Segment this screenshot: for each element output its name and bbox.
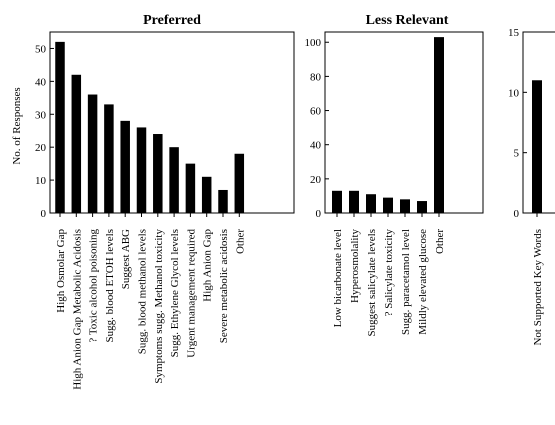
bar-group bbox=[332, 37, 444, 213]
x-category-label: Other bbox=[434, 229, 446, 254]
y-tick-label: 60 bbox=[310, 106, 322, 118]
bar bbox=[136, 127, 147, 213]
y-tick-label: 5 bbox=[514, 148, 520, 160]
y-tick-label: 20 bbox=[310, 174, 322, 186]
bar-group bbox=[532, 80, 542, 214]
bar bbox=[218, 189, 228, 213]
y-tick-label: 10 bbox=[35, 175, 47, 187]
x-category-label: ? Salicylate toxicity bbox=[383, 229, 395, 317]
bar bbox=[417, 201, 427, 213]
x-axis-categories: Low bicarbonate level Hyperosmolality Sugg… bbox=[332, 213, 446, 337]
y-tick-label: 0 bbox=[514, 208, 520, 220]
x-category-label: Suggest salicylate levels bbox=[366, 229, 378, 337]
y-tick-label: 100 bbox=[305, 37, 322, 49]
y-tick-label: 50 bbox=[35, 43, 47, 55]
y-tick-label: 40 bbox=[310, 140, 322, 152]
bar bbox=[532, 80, 542, 214]
bar bbox=[434, 37, 444, 213]
x-category-label: Severe metabolic acidosis bbox=[218, 229, 230, 343]
y-tick-label: 0 bbox=[316, 208, 322, 220]
bar bbox=[349, 190, 359, 213]
bar bbox=[185, 163, 196, 213]
bar bbox=[153, 134, 163, 213]
bar bbox=[71, 74, 82, 213]
x-category-label: Sugg. paracetamol level bbox=[400, 229, 412, 335]
y-tick-label: 40 bbox=[35, 76, 47, 88]
x-axis-categories: High Osmolar Gap High Anion Gap Metabolic… bbox=[55, 213, 246, 390]
y-tick-label: 15 bbox=[508, 27, 520, 39]
x-category-label: Mildly elevated glucose bbox=[417, 229, 429, 335]
bar bbox=[383, 197, 393, 213]
x-category-label: High Osmolar Gap bbox=[55, 229, 67, 313]
x-category-label: High Anion Gap Metabolic Acidosis bbox=[71, 229, 83, 390]
chart-panel-preferred: Preferred No. of Responses 0 10 20 30 40 50 H… bbox=[11, 13, 295, 390]
y-axis: 0 10 20 30 40 50 bbox=[35, 43, 54, 220]
bar-group bbox=[55, 41, 245, 213]
x-category-label: Urgent management required bbox=[185, 229, 197, 358]
bar bbox=[400, 199, 410, 213]
y-axis-label: No. of Responses bbox=[11, 87, 23, 164]
chart-panel-less-relevant: Less Relevant 0 20 40 60 80 100 Low bicarbona… bbox=[305, 13, 484, 337]
chart-title: Preferred bbox=[143, 13, 201, 28]
x-category-label: Low bicarbonate level bbox=[332, 229, 344, 327]
x-category-label: Sugg. blood ETOH levels bbox=[104, 229, 116, 342]
bar bbox=[120, 120, 130, 213]
bar bbox=[87, 94, 98, 213]
x-category-label: High Anion Gap bbox=[202, 229, 214, 302]
y-tick-label: 20 bbox=[35, 142, 47, 154]
plot-frame bbox=[522, 31, 555, 214]
chart-title: Less Relevant bbox=[366, 13, 449, 28]
bar bbox=[234, 153, 245, 213]
y-tick-label: 10 bbox=[508, 87, 520, 99]
plot-frame bbox=[324, 31, 484, 214]
bar bbox=[55, 41, 65, 213]
x-category-label: Other bbox=[234, 229, 246, 254]
x-category-label: Suggest ABG bbox=[120, 229, 132, 289]
chart-panel-not-supported: 0 5 10 15 Not Supported Key Words bbox=[508, 27, 555, 346]
bar bbox=[366, 194, 376, 213]
y-axis: 0 20 40 60 80 100 bbox=[305, 37, 329, 220]
x-category-label: ? Toxic alcohol poisoning bbox=[88, 229, 100, 343]
bar bbox=[201, 176, 212, 213]
x-category-label: Symptoms sugg. Methanol toxicity bbox=[153, 229, 165, 384]
bar bbox=[104, 104, 114, 213]
y-tick-label: 30 bbox=[35, 109, 47, 121]
bar bbox=[332, 190, 342, 213]
x-category-label: Sugg. Ethylene Glycol levels bbox=[169, 229, 181, 357]
y-axis: 0 5 10 15 bbox=[508, 27, 527, 220]
y-tick-label: 80 bbox=[310, 71, 322, 83]
x-category-label: Not Supported Key Words bbox=[532, 229, 544, 346]
x-category-label: Hyperosmolality bbox=[349, 229, 361, 303]
x-axis-categories: Not Supported Key Words bbox=[532, 213, 544, 346]
y-tick-label: 0 bbox=[41, 208, 47, 220]
bar bbox=[169, 147, 179, 213]
x-category-label: Sugg. blood methanol levels bbox=[137, 229, 149, 354]
